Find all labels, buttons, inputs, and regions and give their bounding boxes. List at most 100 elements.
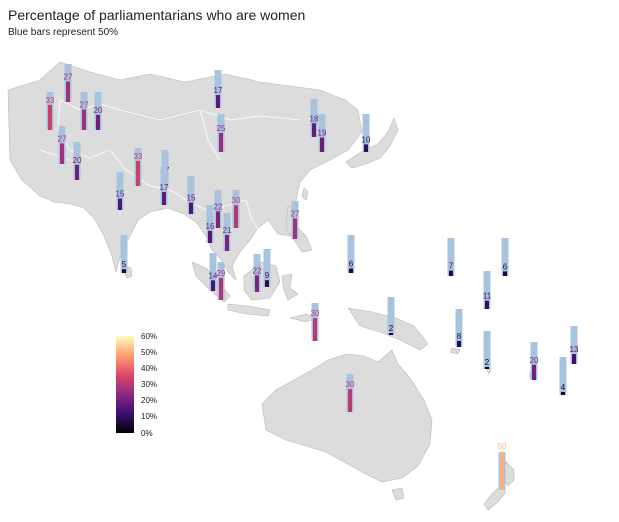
value-bar — [48, 104, 52, 130]
value-bar — [449, 270, 453, 276]
reference-bar — [501, 238, 509, 276]
value-bar — [320, 137, 324, 152]
value-label: 20 — [73, 156, 82, 165]
reference-bar — [318, 114, 326, 152]
reference-bar — [116, 172, 124, 210]
tasmania-landmass — [391, 487, 405, 501]
value-label: 11 — [483, 292, 492, 301]
value-label: 4 — [561, 383, 566, 392]
reference-bar — [387, 297, 395, 335]
sulawesi-landmass — [281, 273, 299, 301]
value-label: 16 — [206, 222, 215, 231]
legend-tick-label: 50% — [141, 348, 158, 357]
reference-bar — [570, 326, 578, 364]
value-label: 20 — [94, 106, 103, 115]
reference-bar — [223, 213, 231, 251]
color-legend: 60% 50% 40% 30% 20% 10% 0% — [116, 332, 176, 440]
value-bar — [225, 235, 229, 251]
value-bar — [82, 109, 86, 130]
value-bar — [219, 133, 223, 152]
australia-landmass — [261, 349, 433, 483]
legend-tick-label: 40% — [141, 364, 158, 373]
value-label: 25 — [217, 124, 226, 133]
value-bar — [348, 389, 352, 412]
value-bar — [96, 114, 100, 130]
value-bar — [118, 198, 122, 210]
value-bar — [572, 354, 576, 364]
legend-tick-label: 20% — [141, 396, 158, 405]
chart-subtitle: Blue bars represent 50% — [8, 27, 119, 38]
new-zealand-south-landmass — [483, 485, 507, 511]
value-bar — [255, 275, 259, 292]
reference-bar — [94, 92, 102, 130]
value-label: 29 — [217, 269, 226, 278]
value-label: 27 — [291, 209, 300, 218]
value-bar — [312, 123, 316, 137]
legend-tick-label: 60% — [141, 332, 158, 341]
borneo-landmass — [243, 261, 281, 301]
reference-bar — [209, 253, 217, 291]
value-bar — [485, 367, 489, 369]
value-label: 13 — [570, 345, 579, 354]
value-label: 22 — [214, 202, 223, 211]
value-bar — [293, 218, 297, 239]
value-bar — [503, 271, 507, 276]
reference-bar — [483, 331, 491, 369]
value-bar — [75, 164, 79, 180]
taiwan-landmass — [301, 187, 309, 201]
legend-tick-label: 0% — [141, 429, 153, 438]
value-label: 15 — [187, 194, 196, 203]
value-label: 27 — [58, 134, 67, 143]
value-bar — [349, 268, 353, 273]
value-label: 6 — [349, 259, 354, 268]
reference-bar — [362, 114, 370, 152]
value-bar — [162, 192, 166, 205]
reference-bar — [73, 142, 81, 180]
legend-tick-label: 10% — [141, 412, 158, 421]
reference-bar — [214, 70, 222, 108]
value-bar — [66, 81, 70, 102]
value-bar — [60, 143, 64, 164]
value-label: 14 — [209, 271, 218, 280]
solomon-islands-landmass — [449, 347, 461, 355]
value-label: 18 — [310, 114, 319, 123]
reference-bar — [120, 235, 128, 273]
value-label: 20 — [530, 356, 539, 365]
value-label: 33 — [134, 152, 143, 161]
value-bar — [208, 230, 212, 243]
reference-bar — [455, 309, 463, 347]
value-label: 2 — [389, 324, 394, 333]
reference-bar — [263, 249, 271, 287]
value-label: 17 — [214, 86, 223, 95]
reference-bar — [483, 271, 491, 309]
value-label: 6 — [503, 262, 508, 271]
value-bar — [234, 205, 238, 228]
reference-bar — [206, 205, 214, 243]
value-label: 17 — [160, 183, 169, 192]
reference-bar — [310, 99, 318, 137]
value-label: 33 — [46, 96, 55, 105]
value-bar — [216, 95, 220, 108]
bar-marks: 2733272017272025181910173315171522301621… — [46, 64, 579, 490]
reference-bar — [214, 190, 222, 228]
value-label: 30 — [311, 309, 320, 318]
value-label: 5 — [122, 260, 127, 269]
legend-tick-label: 30% — [141, 380, 158, 389]
value-bar — [561, 391, 565, 395]
value-bar — [189, 202, 193, 214]
value-label: 9 — [265, 271, 270, 280]
value-bar — [216, 211, 220, 228]
reference-bar — [253, 254, 261, 292]
value-label: 22 — [253, 266, 262, 275]
value-label: 27 — [80, 100, 89, 109]
value-label: 19 — [318, 129, 327, 138]
value-bar — [122, 269, 126, 273]
reference-bar — [347, 235, 355, 273]
value-label: 50 — [498, 442, 507, 451]
value-label: 8 — [457, 332, 462, 341]
value-bar — [313, 318, 317, 341]
value-label: 10 — [362, 135, 371, 144]
value-label: 7 — [449, 262, 454, 271]
